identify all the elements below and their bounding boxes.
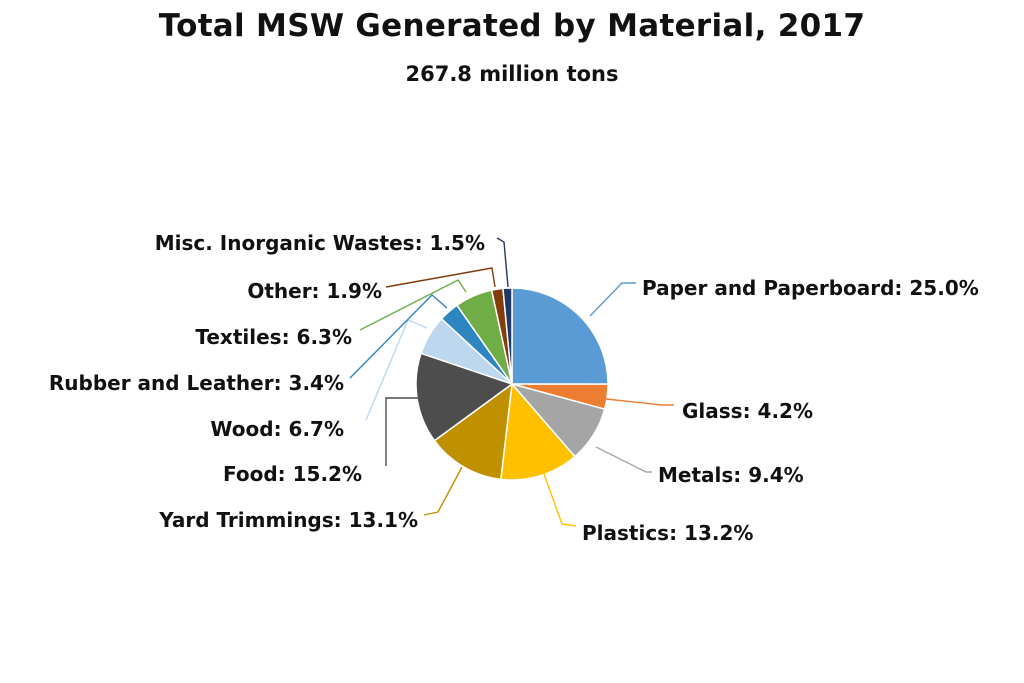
pie-slice-misc-inorganic-wastes bbox=[502, 287, 513, 385]
leader-line-textiles bbox=[359, 279, 467, 331]
leader-line-food bbox=[385, 397, 420, 466]
leader-line-metals bbox=[595, 446, 652, 473]
slice-label-plastics: Plastics: 13.2% bbox=[582, 521, 753, 545]
pie-slices bbox=[415, 287, 609, 481]
pie-slice-yard-trimmings bbox=[433, 382, 513, 481]
leader-line-misc-inorganic-wastes bbox=[496, 237, 509, 288]
chart-subtitle: 267.8 million tons bbox=[405, 62, 619, 86]
leader-line-paper-and-paperboard bbox=[589, 282, 636, 317]
leader-line-other bbox=[385, 267, 496, 288]
slice-label-misc-inorganic-wastes: Misc. Inorganic Wastes: 1.5% bbox=[155, 231, 485, 255]
leader-line-yard-trimmings bbox=[423, 466, 463, 516]
pie-slice-plastics bbox=[500, 382, 576, 481]
slice-label-textiles: Textiles: 6.3% bbox=[195, 325, 352, 349]
leader-line-rubber-and-leather bbox=[349, 294, 448, 379]
slice-label-wood: Wood: 6.7% bbox=[210, 417, 344, 441]
slice-label-other: Other: 1.9% bbox=[247, 279, 382, 303]
slice-label-rubber-and-leather: Rubber and Leather: 3.4% bbox=[49, 371, 344, 395]
slice-label-yard-trimmings: Yard Trimmings: 13.1% bbox=[158, 508, 418, 532]
chart-title: Total MSW Generated by Material, 2017 bbox=[158, 8, 866, 44]
slice-labels: Paper and Paperboard: 25.0% Glass: 4.2% Me… bbox=[49, 231, 979, 545]
slice-label-food: Food: 15.2% bbox=[223, 462, 362, 486]
leader-lines bbox=[349, 237, 674, 527]
leader-line-plastics bbox=[543, 473, 577, 527]
slice-label-glass: Glass: 4.2% bbox=[682, 399, 813, 423]
slice-label-metals: Metals: 9.4% bbox=[658, 463, 804, 487]
leader-line-glass bbox=[605, 398, 674, 406]
slice-label-paper-and-paperboard: Paper and Paperboard: 25.0% bbox=[642, 276, 979, 300]
pie-slice-paper-and-paperboard bbox=[511, 287, 609, 385]
